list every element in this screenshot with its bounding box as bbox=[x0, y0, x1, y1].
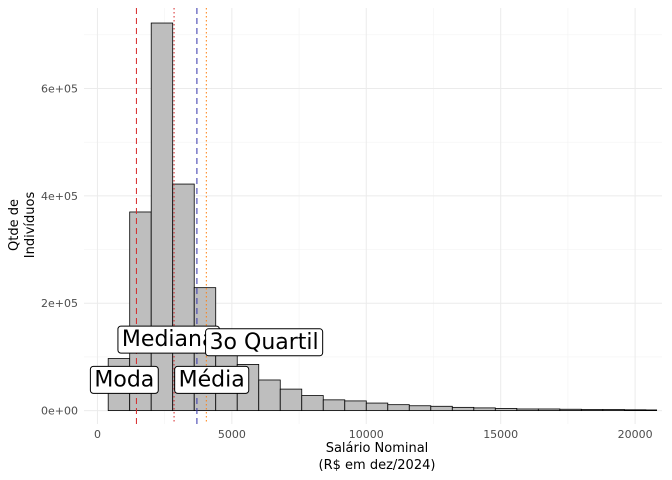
x-tick-label: 15000 bbox=[483, 428, 518, 441]
histogram-bar bbox=[430, 405, 453, 411]
histogram-bar bbox=[322, 399, 346, 411]
annotation-label: Média bbox=[174, 365, 250, 394]
histogram-bar bbox=[602, 409, 625, 411]
annotation-text: Média bbox=[179, 367, 245, 392]
annotation-box bbox=[174, 365, 250, 394]
x-tick-label: 10000 bbox=[349, 428, 384, 441]
histogram-bar bbox=[559, 408, 582, 411]
histogram-bar bbox=[387, 404, 410, 411]
annotation-box bbox=[89, 365, 159, 394]
annotation-text: Moda bbox=[94, 367, 154, 392]
histogram-bar bbox=[537, 408, 561, 411]
y-tick-label: 4e+05 bbox=[41, 190, 78, 203]
x-tick-label: 20000 bbox=[618, 428, 653, 441]
histogram-bar bbox=[301, 395, 324, 411]
histogram-bar bbox=[623, 409, 647, 411]
reference-lines-layer bbox=[135, 8, 207, 424]
x-axis-title-line1: Salário Nominal bbox=[326, 441, 429, 456]
histogram-bar bbox=[451, 406, 475, 411]
annotation-label: Mediana bbox=[117, 325, 220, 354]
histogram-bar bbox=[580, 409, 604, 411]
annotation-label: 3o Quartil bbox=[205, 328, 324, 357]
x-tick-label: 0 bbox=[94, 428, 101, 441]
y-tick-label: 6e+05 bbox=[41, 83, 78, 96]
x-tick-label: 5000 bbox=[218, 428, 246, 441]
annotations-layer: Moda Mediana Média 3o Quartil bbox=[89, 325, 324, 394]
annotation-text: 3o Quartil bbox=[210, 330, 319, 355]
annotation-box bbox=[205, 328, 324, 357]
y-axis-title-line2: Indivíduos bbox=[23, 192, 38, 259]
y-tick-label: 0e+00 bbox=[41, 405, 78, 418]
annotation-label: Moda bbox=[89, 365, 159, 394]
histogram-bar bbox=[344, 400, 367, 411]
histogram-bar bbox=[279, 388, 303, 411]
annotation-text: Mediana bbox=[122, 327, 216, 352]
histogram-bar bbox=[408, 405, 432, 411]
y-tick-label: 2e+05 bbox=[41, 297, 78, 310]
y-axis-title: Qtde de Indivíduos bbox=[7, 192, 38, 259]
histogram-bar bbox=[473, 407, 496, 411]
histogram-bar bbox=[494, 408, 518, 411]
histogram-bar bbox=[258, 379, 281, 411]
x-axis-title-line2: (R$ em dez/2024) bbox=[319, 458, 436, 473]
x-tick-labels: 0 5000 10000 15000 20000 bbox=[94, 428, 653, 441]
y-tick-labels: 0e+00 2e+05 4e+05 6e+05 bbox=[41, 83, 78, 418]
histogram-bar bbox=[516, 408, 539, 411]
y-axis-title-line1: Qtde de bbox=[7, 199, 22, 251]
histogram-bar bbox=[645, 409, 658, 411]
histogram-bar bbox=[365, 402, 389, 411]
